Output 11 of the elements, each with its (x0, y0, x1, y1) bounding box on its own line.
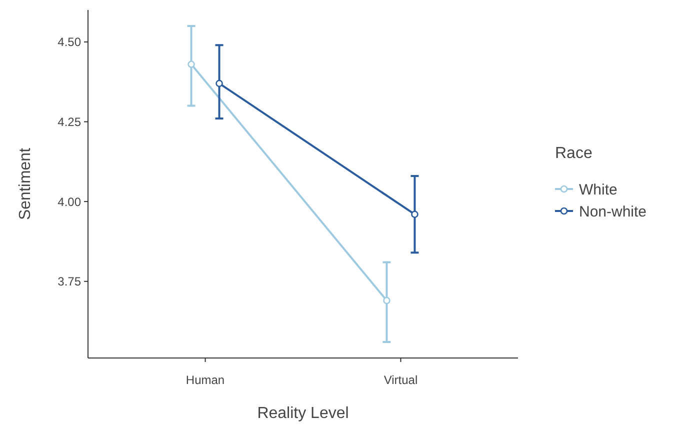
legend-label: Non-white (579, 203, 647, 220)
x-tick-label: Virtual (384, 373, 418, 387)
legend-title: Race (555, 145, 592, 162)
y-tick-label: 4.00 (58, 194, 82, 209)
y-axis-title: Sentiment (17, 147, 34, 220)
y-tick-label: 4.50 (58, 35, 82, 50)
legend-label: White (579, 181, 618, 198)
y-tick-label: 4.25 (58, 114, 82, 129)
x-axis-title: Reality Level (257, 405, 349, 422)
x-tick-label: Human (186, 373, 225, 387)
y-tick-label: 3.75 (58, 274, 82, 289)
